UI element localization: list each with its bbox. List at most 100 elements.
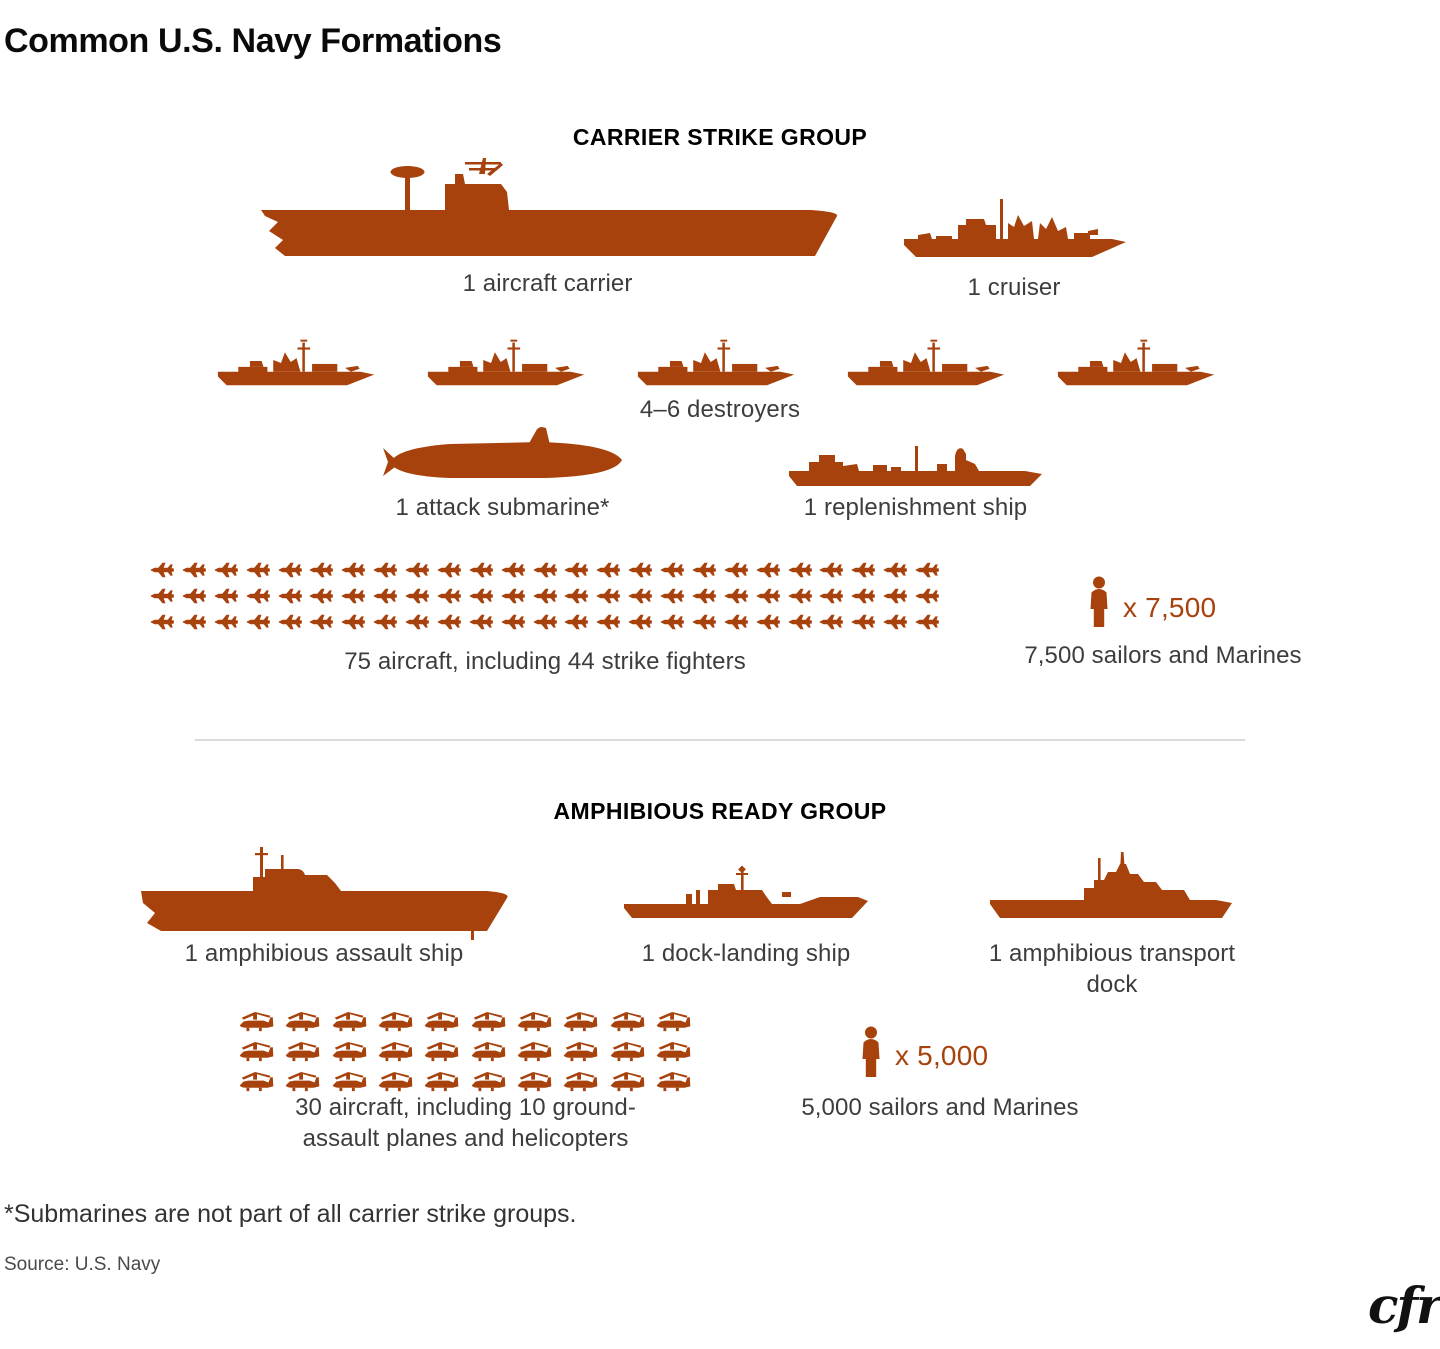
helicopter-icon	[471, 1011, 505, 1032]
fighter-jet-icon	[597, 614, 621, 630]
fighter-jet-icon	[246, 614, 270, 630]
fighter-jet-icon	[182, 588, 206, 604]
cruiser-icon	[904, 199, 1126, 257]
helicopter-icon	[471, 1041, 505, 1062]
fighter-jet-icon	[342, 562, 366, 578]
fighter-jet-icon	[214, 614, 238, 630]
fighter-jet-icon	[724, 614, 748, 630]
helicopter-icon	[610, 1011, 644, 1032]
helicopter-icon	[564, 1011, 598, 1032]
csg-aircraft-label: 75 aircraft, including 44 strike fighter…	[344, 648, 746, 675]
destroyer-icon	[217, 339, 375, 386]
helicopter-icon	[378, 1011, 413, 1032]
fighter-jet-icon	[501, 562, 525, 578]
fighter-jet-icon	[883, 588, 907, 604]
destroyer-icon	[847, 339, 1005, 386]
dock-landing-ship-icon	[624, 865, 868, 918]
aircraft-grid-row	[238, 1041, 693, 1064]
fighter-jet-icon	[469, 562, 493, 578]
fighter-jet-icon	[820, 588, 844, 604]
arg-aircraft-label: 30 aircraft, including 10 ground- assaul…	[238, 1092, 693, 1154]
fighter-jet-icon	[150, 588, 174, 604]
source-credit: Source: U.S. Navy	[4, 1254, 161, 1275]
fighter-jet-icon	[533, 614, 557, 630]
fighter-jet-icon	[437, 588, 461, 604]
fighter-jet-icon	[883, 562, 907, 578]
amphibious-transport-dock-icon	[990, 852, 1232, 918]
cfr-logo: cfr	[1368, 1276, 1440, 1335]
fighter-jet-icon	[756, 614, 780, 630]
fighter-jet-icon	[437, 562, 461, 578]
arg-personnel-label: 5,000 sailors and Marines	[801, 1094, 1079, 1121]
fighter-jet-icon	[692, 562, 716, 578]
fighter-jet-icon	[788, 562, 812, 578]
helicopter-icon	[332, 1011, 366, 1032]
aircraft-grid-row	[150, 587, 940, 605]
page-title: Common U.S. Navy Formations	[4, 22, 502, 60]
fighter-jet-icon	[660, 562, 684, 578]
section-heading-carrier-strike-group: CARRIER STRIKE GROUP	[572, 124, 868, 150]
helicopter-icon	[425, 1041, 459, 1062]
fighter-jet-icon	[565, 614, 589, 630]
fighter-jet-icon	[533, 588, 557, 604]
amphibious-transport-dock-label: 1 amphibious transport dock	[988, 940, 1236, 998]
fighter-jet-icon	[915, 562, 939, 578]
fighter-jet-icon	[660, 588, 684, 604]
fighter-jet-icon	[310, 614, 334, 630]
person-icon	[1090, 576, 1108, 627]
aircraft-carrier-label: 1 aircraft carrier	[462, 270, 633, 297]
attack-submarine-icon	[383, 427, 622, 478]
helicopter-icon	[517, 1041, 552, 1062]
fighter-jet-icon	[533, 562, 557, 578]
fighter-jet-icon	[565, 562, 589, 578]
fighter-jet-icon	[246, 562, 270, 578]
helicopter-icon	[332, 1071, 366, 1092]
section-heading-amphibious-ready-group: AMPHIBIOUS READY GROUP	[553, 798, 887, 824]
helicopter-icon	[286, 1011, 320, 1032]
fighter-jet-icon	[182, 562, 206, 578]
fighter-jet-icon	[501, 588, 525, 604]
helicopter-icon	[610, 1071, 644, 1092]
helicopter-icon	[425, 1071, 459, 1092]
fighter-jet-icon	[150, 614, 174, 630]
fighter-jet-icon	[788, 588, 812, 604]
fighter-jet-icon	[915, 614, 939, 630]
fighter-jet-icon	[214, 562, 238, 578]
fighter-jet-icon	[373, 562, 397, 578]
fighter-jet-icon	[405, 562, 429, 578]
fighter-jet-icon	[501, 614, 525, 630]
replenishment-ship-icon	[789, 446, 1042, 486]
fighter-jet-icon	[278, 614, 302, 630]
fighter-jet-icon	[660, 614, 684, 630]
csg-personnel-label: 7,500 sailors and Marines	[1024, 642, 1302, 669]
fighter-jet-icon	[373, 614, 397, 630]
attack-submarine-label: 1 attack submarine*	[395, 494, 610, 521]
person-icon	[862, 1026, 880, 1077]
helicopter-icon	[517, 1071, 552, 1092]
arg-personnel-multiplier: x 5,000	[895, 1040, 989, 1071]
helicopter-icon	[378, 1041, 413, 1062]
csg-personnel-multiplier: x 7,500	[1123, 592, 1217, 623]
arg-aircraft-label-line2: assault planes and helicopters	[302, 1125, 629, 1152]
helicopter-icon	[656, 1011, 691, 1032]
fighter-jet-icon	[405, 588, 429, 604]
amphibious-assault-ship-label: 1 amphibious assault ship	[184, 940, 464, 967]
fighter-jet-icon	[342, 614, 366, 630]
fighter-jet-icon	[883, 614, 907, 630]
helicopter-icon	[239, 1011, 274, 1032]
fighter-jet-icon	[724, 562, 748, 578]
fighter-jet-icon	[852, 614, 876, 630]
fighter-jet-icon	[150, 562, 174, 578]
fighter-jet-icon	[852, 562, 876, 578]
fighter-jet-icon	[692, 614, 716, 630]
destroyer-row	[215, 336, 1220, 388]
helicopter-icon	[564, 1071, 598, 1092]
fighter-jet-icon	[756, 588, 780, 604]
fighter-jet-icon	[437, 614, 461, 630]
helicopter-icon	[471, 1071, 505, 1092]
fighter-jet-icon	[278, 562, 302, 578]
fighter-jet-icon	[342, 588, 366, 604]
fighter-jet-icon	[915, 588, 939, 604]
destroyer-icon	[637, 339, 795, 386]
